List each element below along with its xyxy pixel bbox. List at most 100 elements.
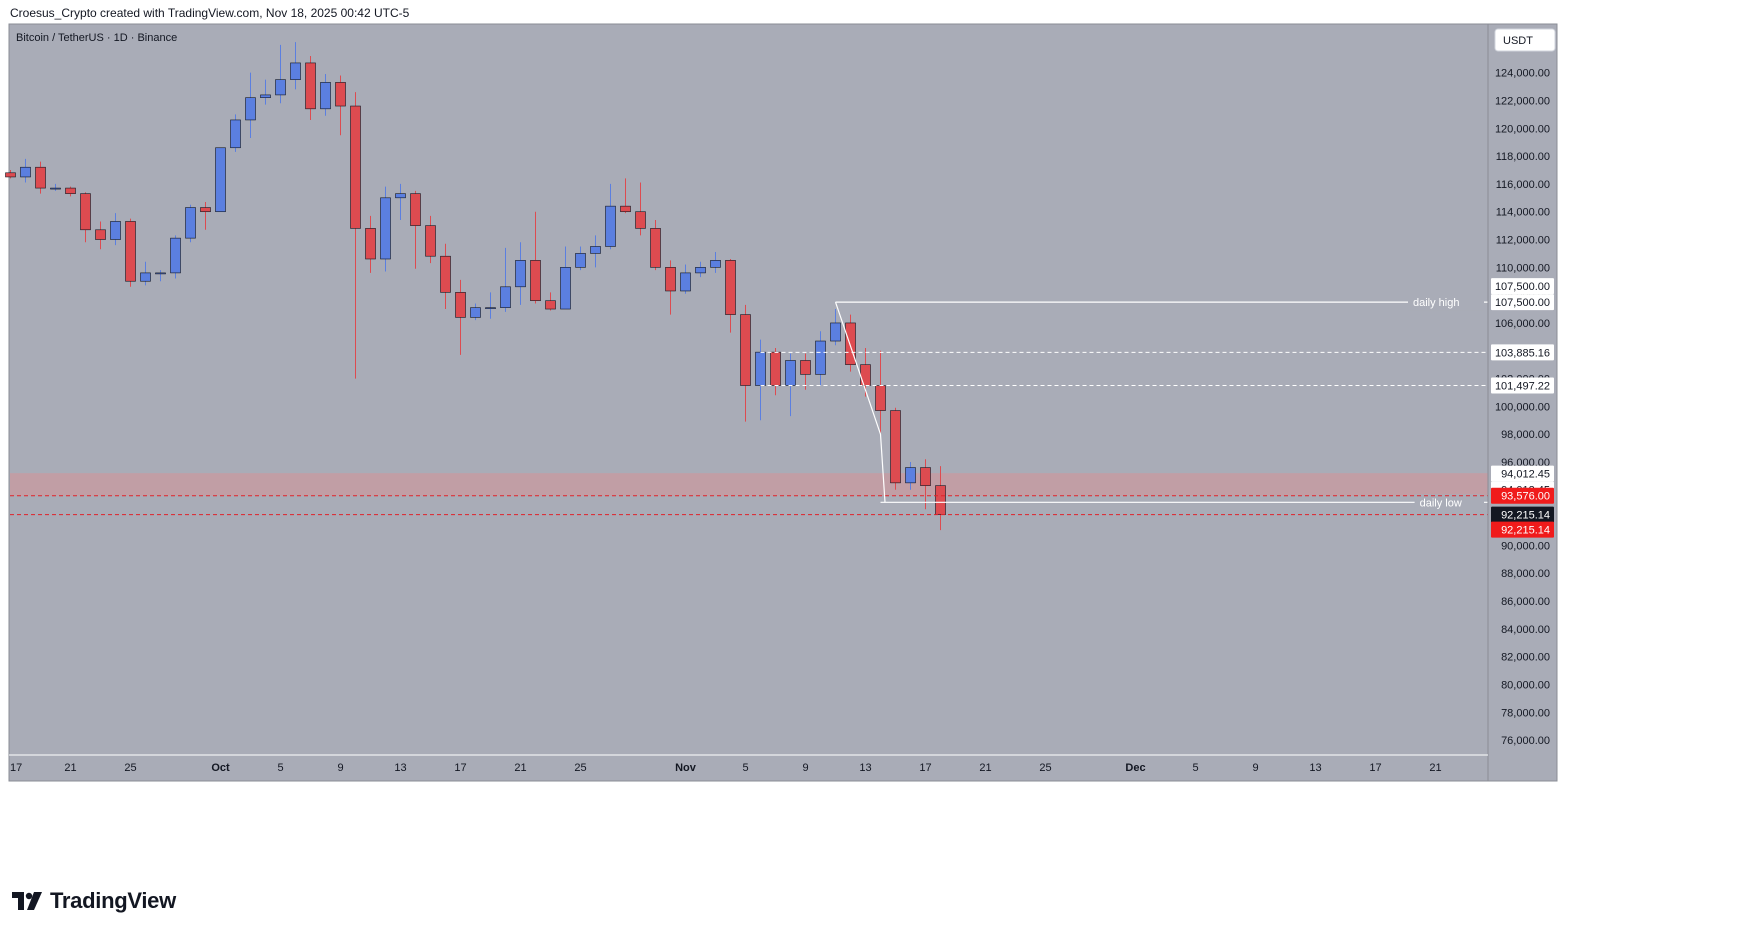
candle (20, 158, 31, 183)
candle-body (410, 193, 421, 226)
x-tick-label: 17 (10, 762, 22, 774)
price-tag (1491, 377, 1554, 394)
candle (305, 55, 316, 120)
x-tick-label: 17 (454, 762, 466, 774)
x-tick-label: 9 (802, 762, 808, 774)
x-tick-label: 13 (394, 762, 406, 774)
price-tag (1491, 278, 1554, 295)
candle-body (50, 187, 61, 190)
candle-body (860, 364, 871, 386)
candle-body (875, 385, 886, 411)
candle (155, 270, 166, 282)
candle (635, 182, 646, 236)
y-tick-label: 120,000.00 (1495, 123, 1550, 135)
price-tag (1491, 521, 1554, 538)
price-tag-label: 93,576.00 (1501, 491, 1550, 503)
candle (590, 235, 601, 268)
candle-body (695, 267, 706, 274)
candle-body (170, 237, 181, 274)
candle (530, 211, 541, 304)
candle-body (500, 286, 511, 308)
candle (110, 213, 121, 246)
candle-body (530, 260, 541, 302)
candle-body (335, 82, 346, 107)
price-tag-label: 107,500.00 (1495, 281, 1550, 293)
candle-body (935, 485, 946, 515)
candle (245, 72, 256, 139)
chart-caption: Croesus_Crypto created with TradingView.… (10, 6, 410, 20)
candle-body (845, 322, 856, 365)
candle (35, 161, 46, 194)
supply-zone (10, 473, 1488, 496)
candle-body (425, 225, 436, 257)
candle-body (290, 62, 301, 80)
price-tag (1491, 344, 1554, 361)
candle (560, 246, 571, 310)
candle-body (470, 307, 481, 318)
currency-label: USDT (1503, 35, 1533, 47)
candle-body (80, 193, 91, 231)
candle-body (125, 221, 136, 282)
candle-body (740, 314, 751, 386)
candles (5, 42, 946, 531)
x-tick-label: 17 (1369, 762, 1381, 774)
tradingview-logo-text: TradingView (50, 888, 176, 913)
candle (815, 331, 826, 386)
candle-body (5, 172, 16, 178)
candle-body (590, 246, 601, 254)
candle-body (455, 292, 466, 318)
candle (50, 183, 61, 191)
candle (935, 466, 946, 531)
candle (500, 247, 511, 312)
candle (830, 309, 841, 346)
x-tick-label: Nov (675, 762, 697, 774)
tradingview-logo[interactable]: TradingView (12, 888, 176, 914)
x-tick-label: 21 (979, 762, 991, 774)
price-tag-label: 107,500.00 (1495, 297, 1550, 309)
candle (425, 215, 436, 264)
candle (365, 215, 376, 273)
candle (260, 79, 271, 105)
time-axis: 17 21 25 Oct 5 9 13 17 21 25 Nov 5 9 13 17 21 25 Dec 5 9 13 1… (9, 754, 1488, 774)
price-tag-label: 92,215.14 (1501, 525, 1550, 537)
candle-body (485, 307, 496, 309)
chart-border (8, 23, 1558, 782)
candle-body (710, 260, 721, 268)
candle (920, 459, 931, 510)
candle-body (905, 467, 916, 484)
candle (410, 190, 421, 269)
candle-body (365, 228, 376, 260)
candle-body (815, 340, 826, 375)
y-tick-label: 76,000.00 (1501, 735, 1550, 747)
candle (230, 114, 241, 152)
price-tag (1491, 294, 1554, 311)
candle-body (380, 197, 391, 260)
candle (905, 462, 916, 490)
candle (605, 183, 616, 250)
candle (275, 44, 286, 104)
candle-body (20, 166, 31, 178)
candle-body (185, 207, 196, 239)
candle-body (65, 187, 76, 194)
currency-button[interactable] (1494, 28, 1556, 52)
x-tick-label: 9 (1252, 762, 1258, 774)
tradingview-logo-icon (12, 892, 42, 910)
y-tick-label: 98,000.00 (1501, 429, 1550, 441)
price-tag-label: 103,885.16 (1495, 347, 1550, 359)
level-label-bg (1408, 294, 1484, 311)
y-tick-label: 88,000.00 (1501, 568, 1550, 580)
candle (5, 170, 16, 179)
level-label-bg (1414, 494, 1484, 511)
x-tick-label: 13 (859, 762, 871, 774)
candle-body (890, 410, 901, 484)
candle (320, 74, 331, 116)
candle-body (200, 207, 211, 213)
y-tick-label: 90,000.00 (1501, 540, 1550, 552)
candle (200, 201, 211, 230)
candle (485, 292, 496, 319)
y-tick-label: 116,000.00 (1496, 179, 1550, 191)
candle-body (725, 260, 736, 315)
candle (440, 243, 451, 310)
y-tick-label: 106,000.00 (1495, 318, 1550, 330)
